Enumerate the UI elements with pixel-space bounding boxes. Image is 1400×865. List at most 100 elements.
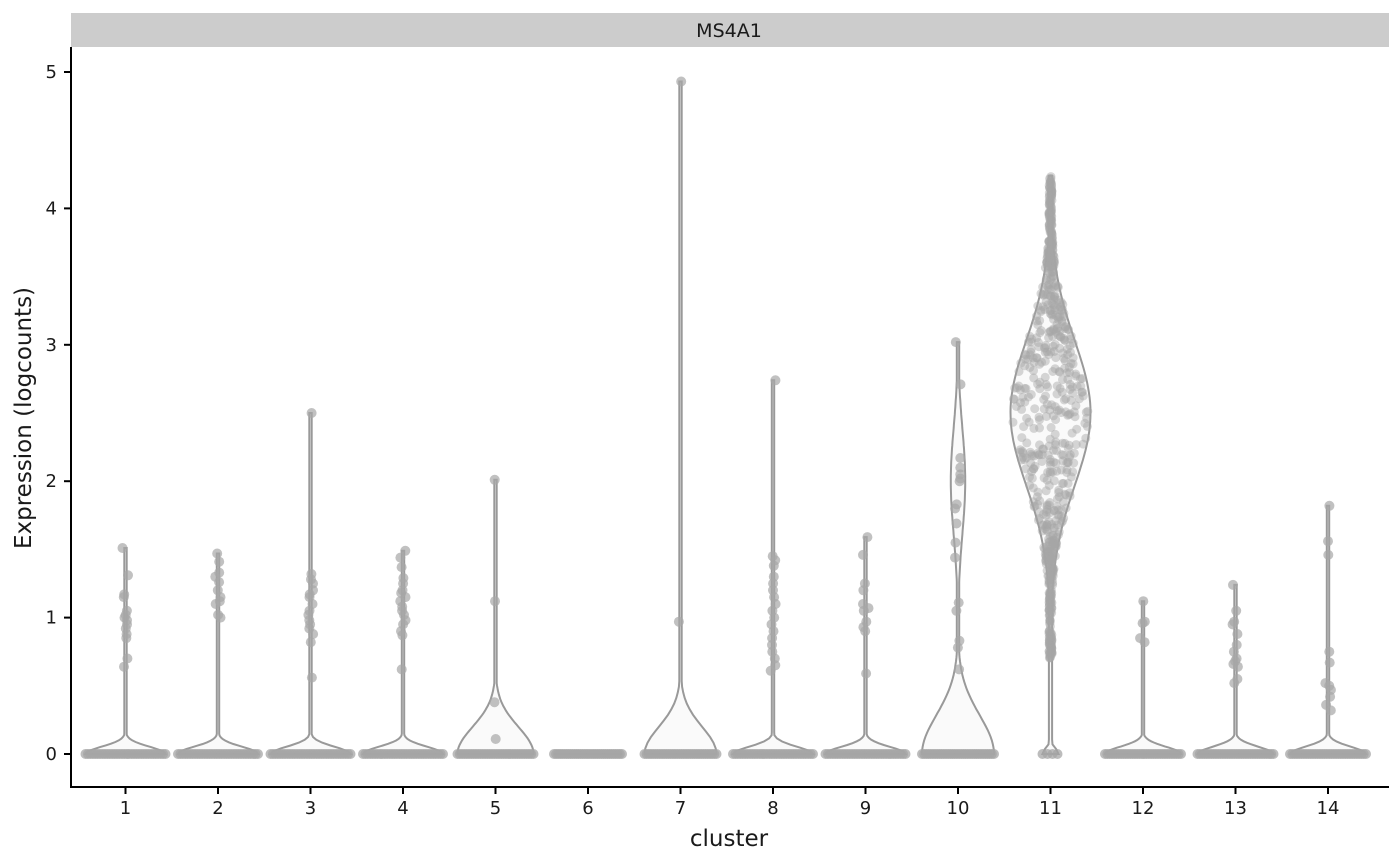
point-cluster-11 — [1041, 548, 1051, 558]
point-cluster-11 — [1044, 196, 1054, 206]
point-cluster-11 — [1047, 188, 1056, 198]
point-cluster-11 — [1044, 188, 1054, 198]
point-cluster-11 — [1045, 617, 1055, 627]
point-cluster-11 — [1045, 544, 1055, 554]
x-tick-label: 13 — [1224, 798, 1247, 819]
point-cluster-11 — [1044, 537, 1054, 547]
point-cluster-11 — [1041, 340, 1051, 350]
point-cluster-11 — [1049, 535, 1059, 545]
point-cluster-11 — [1045, 604, 1054, 614]
point-cluster-11 — [1047, 234, 1057, 244]
point-cluster-11 — [1010, 383, 1020, 393]
point-cluster-11 — [1045, 214, 1055, 224]
point-cluster-11 — [1077, 374, 1087, 383]
point-cluster-11 — [1038, 302, 1048, 312]
point-cluster-11 — [1056, 465, 1066, 475]
point-cluster-11 — [1023, 355, 1033, 364]
point-cluster-11 — [1044, 647, 1054, 657]
point-cluster-11 — [1046, 646, 1056, 655]
point-cluster-11 — [1047, 536, 1057, 546]
point-cluster-11 — [1042, 281, 1052, 291]
point-cluster-11 — [1046, 176, 1056, 186]
point-cluster-11 — [1038, 290, 1048, 300]
violin-cluster-11 — [1009, 174, 1092, 755]
point-cluster-11 — [1046, 262, 1056, 272]
point-cluster-11 — [1046, 185, 1056, 195]
point-cluster-11 — [1053, 281, 1063, 291]
point-cluster-11 — [1056, 518, 1066, 528]
point-cluster-11 — [1047, 235, 1057, 245]
point-cluster-11 — [1012, 383, 1022, 393]
point-cluster-11 — [1036, 289, 1046, 299]
point-cluster-11 — [1047, 267, 1057, 277]
point-cluster-11 — [1051, 516, 1061, 526]
point-cluster-11 — [1046, 634, 1056, 643]
point-cluster-11 — [1066, 358, 1076, 368]
point-cluster-11 — [1045, 306, 1055, 316]
point-cluster-11 — [1052, 389, 1062, 399]
point-cluster-11 — [1041, 275, 1051, 285]
point-cluster-11 — [1044, 534, 1054, 544]
point-cluster-11 — [1015, 445, 1025, 455]
point-cluster-11 — [1046, 187, 1056, 197]
point-cluster-11 — [1026, 390, 1036, 399]
point-cluster-11 — [1046, 579, 1056, 589]
point-cluster-11 — [1075, 374, 1085, 384]
point-cluster-11 — [1035, 316, 1045, 326]
point-cluster-11 — [1043, 450, 1053, 460]
point-cluster-11 — [1077, 387, 1087, 397]
point-cluster-11 — [1052, 538, 1062, 548]
point-cluster-11 — [1047, 554, 1057, 564]
point-cluster-7 — [711, 749, 722, 759]
point-cluster-11 — [1053, 283, 1063, 292]
point-cluster-11 — [1054, 492, 1064, 502]
point-cluster-4 — [397, 630, 408, 641]
point-cluster-11 — [1049, 261, 1059, 271]
point-cluster-11 — [1044, 632, 1054, 642]
point-cluster-11 — [1082, 421, 1092, 431]
point-cluster-11 — [1038, 282, 1048, 292]
point-cluster-11 — [1046, 273, 1056, 283]
point-cluster-11 — [1021, 464, 1031, 474]
point-cluster-11 — [1046, 206, 1056, 215]
point-cluster-11 — [1033, 320, 1043, 330]
point-cluster-11 — [1060, 321, 1070, 331]
point-cluster-11 — [1044, 601, 1054, 611]
point-cluster-11 — [1040, 304, 1050, 314]
point-cluster-11 — [1052, 323, 1062, 333]
point-cluster-11 — [1024, 392, 1033, 402]
point-cluster-11 — [1057, 316, 1067, 326]
point-cluster-11 — [1047, 232, 1057, 242]
point-cluster-11 — [1046, 560, 1056, 570]
point-cluster-11 — [1029, 366, 1038, 376]
point-cluster-11 — [1046, 649, 1056, 659]
point-cluster-11 — [1040, 524, 1050, 534]
point-cluster-5 — [489, 474, 500, 485]
point-cluster-14 — [1325, 705, 1336, 716]
point-cluster-11 — [1042, 552, 1052, 562]
point-cluster-11 — [1071, 371, 1081, 381]
point-cluster-11 — [1044, 639, 1054, 649]
point-cluster-11 — [1048, 564, 1058, 574]
point-cluster-11 — [1045, 628, 1055, 638]
point-cluster-11 — [1026, 458, 1036, 468]
point-cluster-11 — [1039, 404, 1049, 414]
point-cluster-11 — [1046, 573, 1056, 583]
point-cluster-11 — [1045, 639, 1055, 649]
point-cluster-11 — [1028, 497, 1038, 507]
point-cluster-10 — [952, 642, 963, 653]
point-cluster-11 — [1050, 292, 1060, 302]
point-cluster-11 — [1048, 331, 1058, 341]
point-cluster-11 — [1051, 327, 1061, 337]
point-cluster-11 — [1046, 632, 1056, 642]
point-cluster-11 — [1034, 412, 1044, 422]
point-cluster-11 — [1054, 315, 1063, 325]
point-cluster-11 — [1032, 353, 1042, 363]
point-cluster-11 — [1044, 611, 1054, 620]
point-cluster-11 — [1039, 444, 1048, 454]
point-cluster-11 — [1045, 621, 1055, 631]
point-cluster-11 — [1059, 513, 1069, 523]
point-cluster-11 — [1062, 368, 1072, 378]
point-cluster-11 — [1045, 236, 1055, 246]
point-cluster-11 — [1051, 539, 1061, 549]
